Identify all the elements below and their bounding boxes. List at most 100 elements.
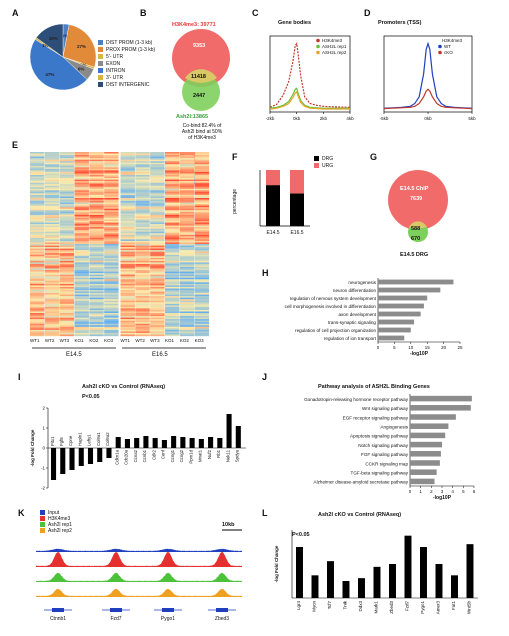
heatmap-cell [89,274,104,277]
heatmap-cell [179,190,195,193]
chart-f-legend-drg: DRG [314,156,333,162]
heatmap-cell [59,262,75,265]
heatmap-cell [165,286,180,289]
heatmap-cell [104,294,119,297]
heatmap-cell [30,205,45,208]
heatmap-cell [120,294,135,297]
heatmap-cell [104,329,119,332]
heatmap-cell [44,329,60,332]
heatmap-cell [179,155,195,157]
heatmap-cell [120,267,135,269]
heatmap-cell [89,210,104,212]
heatmap-cell [89,290,104,292]
category-label: Tcf7 [327,601,332,610]
heatmap-cell [59,156,75,159]
heatmap-cell [135,270,150,272]
heatmap-cell [120,299,135,301]
heatmap-cell [135,297,150,300]
heatmap-cell [179,236,195,239]
bar [410,451,441,457]
heatmap-cell [104,178,119,180]
heatmap-cell [44,331,60,334]
heatmap-cell [194,214,210,217]
heatmap-cell [150,257,165,260]
bar [410,432,446,439]
heatmap-cell [104,233,119,235]
heatmap-cell [194,331,210,334]
heatmap-cell [30,181,45,183]
heatmap-cell [150,211,165,214]
heatmap-cell [89,227,104,229]
heatmap-cell [135,319,150,321]
heatmap-cell [120,219,135,222]
heatmap-cell [120,285,135,288]
heatmap-cell [104,216,119,219]
heatmap-column-label: WT3 [150,338,160,343]
heatmap-cell [74,173,89,176]
heatmap-cell [59,185,75,188]
chart-f-legend-urg: URG [314,163,333,169]
heatmap-cell [120,242,135,245]
heatmap-cell [44,294,60,297]
heatmap-cell [179,280,195,283]
heatmap-cell [165,291,180,294]
category-label: Rb1 [216,449,221,457]
heatmap-cell [30,323,45,326]
heatmap-cell [120,296,135,298]
category-label: Hapln1 [77,432,82,446]
heatmap-cell [104,314,119,317]
heatmap-cell [165,277,180,280]
heatmap-cell [194,207,210,209]
heatmap-cell [179,273,195,275]
heatmap-cell [194,222,210,225]
heatmap-cell [150,280,165,283]
heatmap-cell [194,303,210,306]
heatmap-cell [44,297,60,300]
heatmap-cell [179,256,195,258]
bar [60,448,66,474]
heatmap-cell [59,245,75,248]
heatmap-cell [74,311,89,314]
heatmap-cell [89,283,104,286]
legend-title: H3K4me3 [442,38,463,43]
heatmap-cell [150,288,165,291]
heatmap-cell [165,194,180,197]
heatmap-cell [59,260,75,263]
heatmap-cell [89,205,104,208]
heatmap-cell [194,325,210,327]
pie-legend-item: EXON [98,61,155,68]
heatmap-cell [179,153,195,156]
legend-swatch [314,163,319,169]
heatmap-cell [104,291,119,294]
heatmap-cell [89,242,104,245]
heatmap-cell [150,279,165,281]
heatmap-cell [120,153,135,156]
heatmap-cell [30,285,45,288]
heatmap-cell [74,306,89,309]
heatmap-cell [194,296,210,298]
heatmap-cell [104,297,119,300]
heatmap-cell [179,303,195,306]
heatmap-cell [104,247,119,249]
heatmap-cell [59,196,75,199]
heatmap-cell [30,190,45,193]
heatmap-cell [150,234,165,237]
heatmap-cell [179,225,195,228]
heatmap-cell [150,164,165,166]
heatmap-cell [59,267,75,269]
heatmap-cell [179,237,195,240]
bar [378,303,424,309]
heatmap-cell [89,230,104,232]
heatmap-cell [165,332,180,335]
heatmap-cell [59,290,75,292]
heatmap-cell [150,167,165,170]
heatmap-cell [104,311,119,314]
heatmap-cell [165,184,180,186]
heatmap-cell [30,231,45,234]
heatmap-cell [74,237,89,240]
heatmap-cell [30,175,45,177]
heatmap-cell [135,294,150,297]
heatmap-cell [104,208,119,211]
heatmap-cell [59,216,75,219]
heatmap-cell [44,285,60,288]
